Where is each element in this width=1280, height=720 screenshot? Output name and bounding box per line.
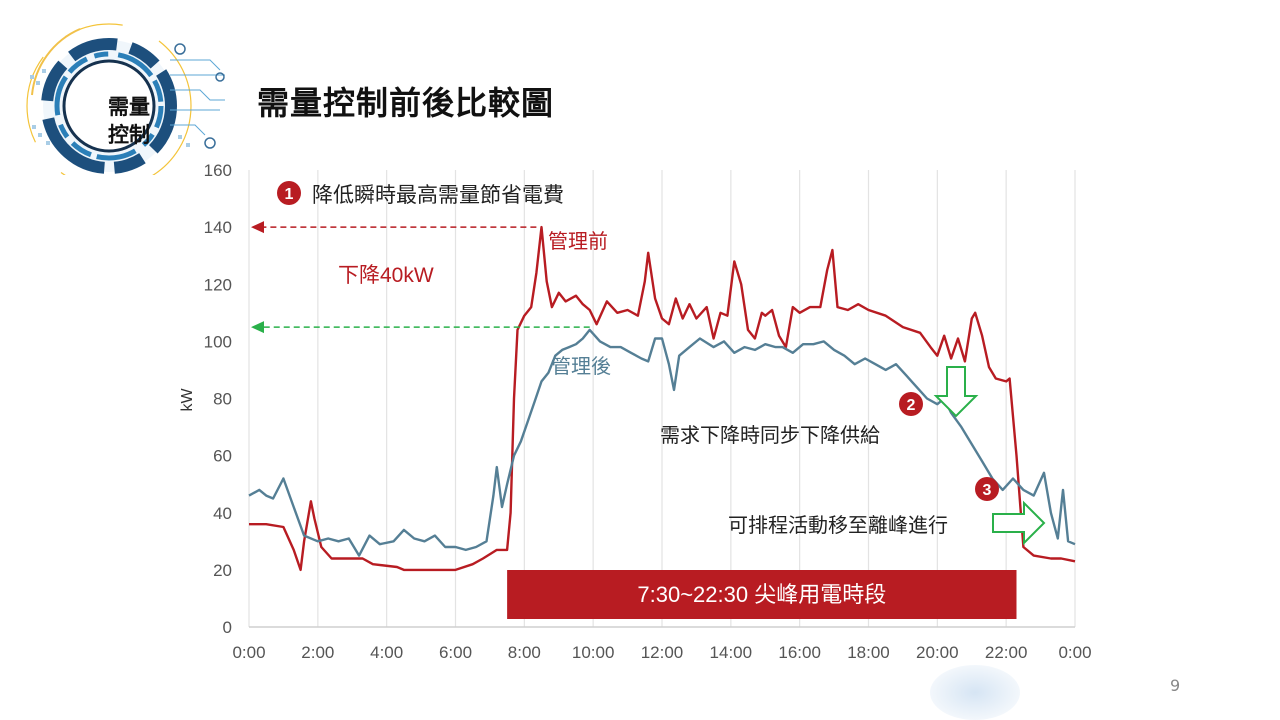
peak-band-rect xyxy=(507,570,1017,619)
annotation-badge-1-number: 1 xyxy=(285,186,294,203)
badge-label-line1: 需量 xyxy=(108,95,150,119)
x-tick-label: 12:00 xyxy=(641,643,684,662)
y-tick-label: 100 xyxy=(204,332,232,351)
peak-before-arrowhead xyxy=(251,221,264,234)
x-tick-label: 0:00 xyxy=(232,643,265,662)
annotation-badge-1-circle xyxy=(277,181,301,205)
series-label-after: 管理後 xyxy=(551,355,611,378)
annotation-text-2: 需求下降時同步下降供給 xyxy=(660,424,880,447)
peak-band-label: 7:30~22:30 尖峰用電時段 xyxy=(637,582,886,607)
annotation-badge-3-circle xyxy=(975,477,999,501)
x-tick-label: 18:00 xyxy=(847,643,890,662)
peak-after-arrowhead xyxy=(251,321,264,334)
y-tick-label: 0 xyxy=(223,618,232,637)
x-tick-label: 0:00 xyxy=(1058,643,1091,662)
topic-badge: 需量 控制 xyxy=(20,15,235,189)
x-tick-label: 16:00 xyxy=(778,643,821,662)
y-axis-label: kW xyxy=(179,388,196,412)
chart-grid xyxy=(248,170,1076,628)
y-tick-label: 160 xyxy=(204,161,232,180)
y-axis-ticks: 0 20 40 60 80 100 120 140 160 xyxy=(204,161,232,637)
badge-label: 需量 控制 xyxy=(83,75,175,167)
x-tick-label: 2:00 xyxy=(301,643,334,662)
x-tick-label: 8:00 xyxy=(508,643,541,662)
x-tick-label: 10:00 xyxy=(572,643,615,662)
drop-amount-label: 下降40kW xyxy=(338,264,434,287)
annotation-badge-2-number: 2 xyxy=(907,397,916,414)
series-label-before: 管理前 xyxy=(548,230,608,253)
y-tick-label: 20 xyxy=(213,561,232,580)
series-line-before xyxy=(249,225,1076,572)
arrow-right-icon xyxy=(992,500,1046,546)
decorative-glow xyxy=(930,665,1020,720)
x-tick-label: 22:00 xyxy=(985,643,1028,662)
annotation-text-1: 降低瞬時最高需量節省電費 xyxy=(312,184,564,207)
x-tick-label: 6:00 xyxy=(439,643,472,662)
slide-title: 需量控制前後比較圖 xyxy=(257,84,555,122)
badge-emblem xyxy=(26,23,225,189)
page-number: 9 xyxy=(1170,676,1181,695)
y-tick-label: 120 xyxy=(204,275,232,294)
y-tick-label: 40 xyxy=(213,504,232,523)
x-tick-label: 20:00 xyxy=(916,643,959,662)
y-tick-label: 60 xyxy=(213,447,232,466)
x-axis-ticks: 0:00 2:00 4:00 6:00 8:00 10:00 12:00 14:00 16:00… xyxy=(232,643,1091,662)
peak-period-band: 7:30~22:30 尖峰用電時段 xyxy=(507,570,1017,619)
annotation-badge-3-number: 3 xyxy=(983,482,992,499)
arrow-down-icon xyxy=(933,366,979,418)
y-tick-label: 140 xyxy=(204,218,232,237)
x-tick-label: 14:00 xyxy=(710,643,753,662)
x-tick-label: 4:00 xyxy=(370,643,403,662)
annotation-badge-2-circle xyxy=(899,392,923,416)
badge-label-line2: 控制 xyxy=(108,123,150,147)
annotation-text-3: 可排程活動移至離峰進行 xyxy=(728,514,948,537)
y-tick-label: 80 xyxy=(213,390,232,409)
